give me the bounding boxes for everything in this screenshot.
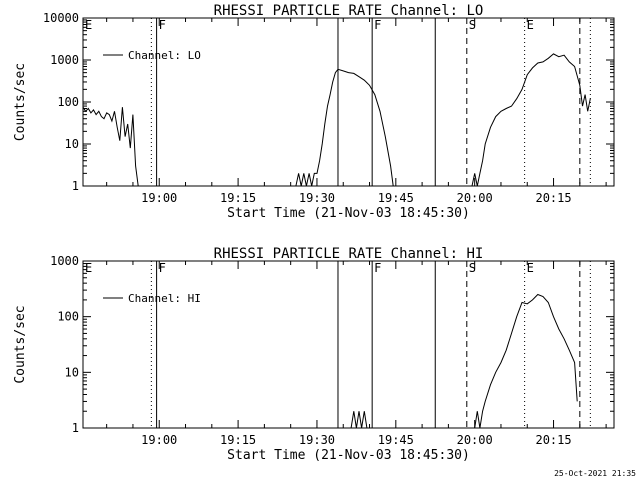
y-tick-label: 1000 bbox=[50, 53, 79, 67]
event-marker-label: F bbox=[374, 18, 381, 32]
x-tick-label: 19:45 bbox=[378, 191, 414, 205]
plot-frame bbox=[82, 260, 615, 429]
x-axis-label: Start Time (21-Nov-03 18:45:30) bbox=[227, 206, 470, 221]
x-tick-label: 19:30 bbox=[299, 433, 335, 447]
y-tick-label: 1 bbox=[72, 421, 79, 435]
y-tick-label: 100 bbox=[57, 95, 79, 109]
x-tick-label: 19:15 bbox=[220, 191, 256, 205]
event-marker-label: F bbox=[159, 261, 166, 275]
series-line bbox=[350, 411, 368, 429]
x-tick-label: 19:00 bbox=[141, 191, 177, 205]
y-tick-label: 10 bbox=[65, 137, 79, 151]
series-line bbox=[82, 106, 139, 187]
x-tick-label: 19:15 bbox=[220, 433, 256, 447]
legend-entry: Channel: HI bbox=[128, 292, 201, 305]
y-tick-label: 10000 bbox=[43, 11, 79, 25]
x-tick-label: 19:30 bbox=[299, 191, 335, 205]
event-marker-label: F bbox=[374, 261, 381, 275]
event-marker-label: E bbox=[527, 261, 534, 275]
y-tick-label: 1000 bbox=[50, 254, 79, 268]
x-tick-label: 20:15 bbox=[535, 433, 571, 447]
chart-title: RHESSI PARTICLE_RATE Channel: HI bbox=[214, 246, 484, 262]
y-tick-label: 10 bbox=[65, 365, 79, 379]
legend-entry: Channel: LO bbox=[128, 49, 201, 62]
event-marker-label: F bbox=[159, 18, 166, 32]
timestamp: 25-Oct-2021 21:35 bbox=[554, 469, 636, 478]
chart-title: RHESSI PARTICLE_RATE Channel: LO bbox=[214, 3, 484, 19]
x-tick-label: 20:00 bbox=[457, 191, 493, 205]
x-tick-label: 19:00 bbox=[141, 433, 177, 447]
series-line bbox=[474, 293, 578, 429]
x-tick-label: 20:00 bbox=[457, 433, 493, 447]
plot-frame bbox=[82, 17, 615, 187]
event-marker-label: S bbox=[469, 18, 476, 32]
series-line bbox=[295, 68, 394, 187]
event-marker-label: E bbox=[527, 18, 534, 32]
x-tick-label: 20:15 bbox=[535, 191, 571, 205]
y-axis-label: Counts/sec bbox=[13, 305, 28, 383]
y-axis-label: Counts/sec bbox=[13, 63, 28, 141]
event-marker-label: S bbox=[469, 261, 476, 275]
event-marker-label: E bbox=[85, 18, 92, 32]
y-tick-label: 1 bbox=[72, 179, 79, 193]
y-tick-label: 100 bbox=[57, 310, 79, 324]
x-tick-label: 19:45 bbox=[378, 433, 414, 447]
series-line bbox=[471, 53, 591, 187]
x-axis-label: Start Time (21-Nov-03 18:45:30) bbox=[227, 448, 470, 463]
event-marker-label: E bbox=[85, 261, 92, 275]
